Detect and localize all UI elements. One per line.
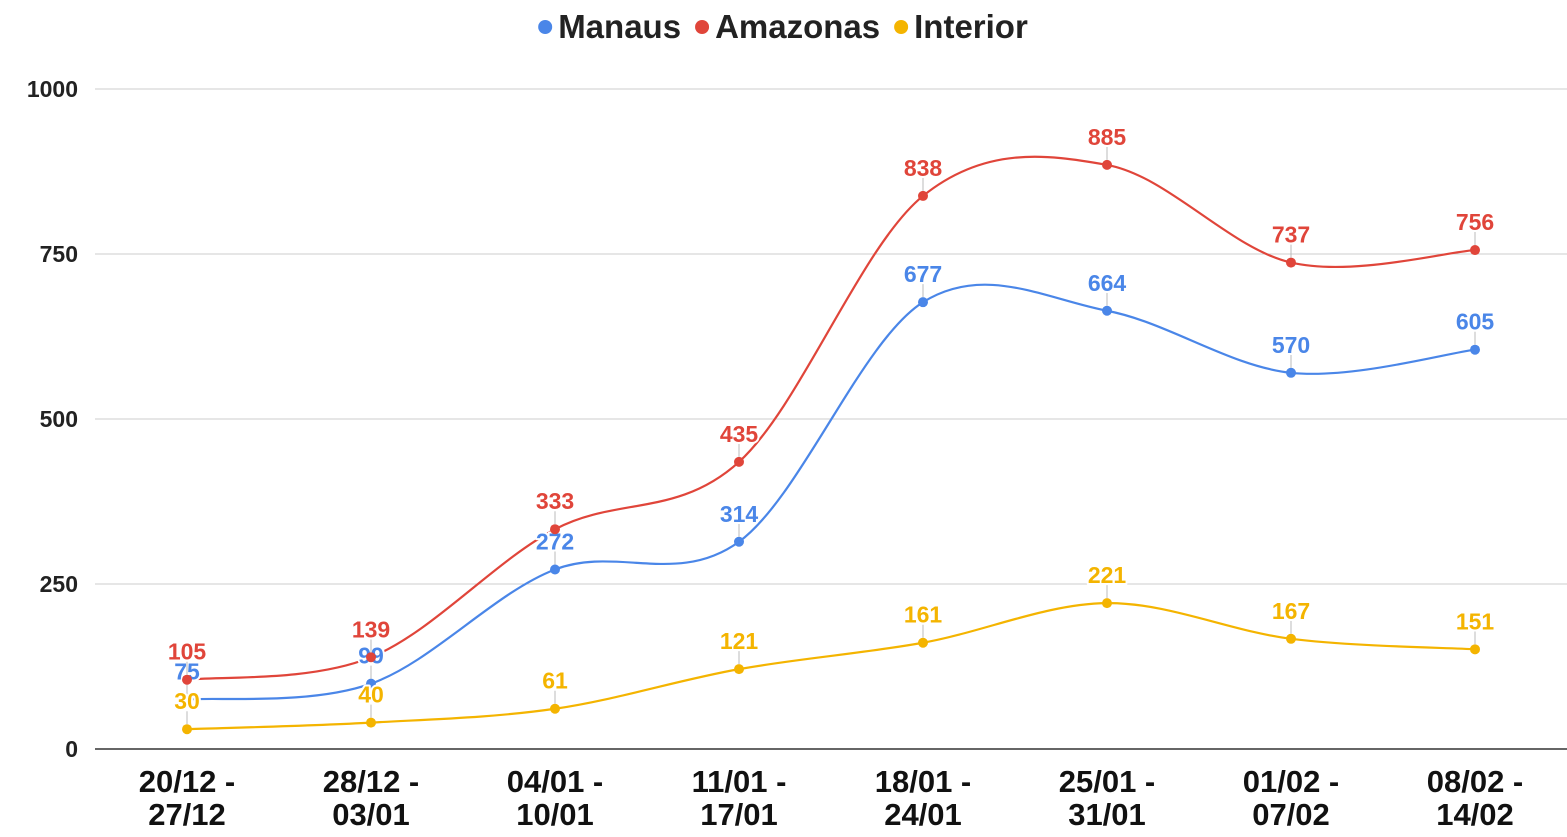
point xyxy=(550,564,560,575)
data-label: 30 xyxy=(174,688,200,714)
data-label: 677 xyxy=(904,261,942,287)
point xyxy=(1286,367,1296,378)
data-label: 139 xyxy=(352,616,390,642)
data-label: 605 xyxy=(1456,309,1495,335)
point xyxy=(1470,344,1480,355)
legend-label: Manaus xyxy=(558,8,681,45)
point xyxy=(366,717,376,728)
data-label: 838 xyxy=(904,155,943,181)
line xyxy=(186,283,1476,701)
point xyxy=(734,536,744,547)
point xyxy=(550,703,560,714)
data-label: 314 xyxy=(720,501,759,527)
point xyxy=(918,297,928,308)
point xyxy=(182,724,192,735)
data-label: 435 xyxy=(720,421,759,447)
data-label: 105 xyxy=(168,639,207,665)
legend: Manaus Amazonas Interior xyxy=(538,8,1028,45)
point xyxy=(1286,633,1296,644)
data-label: 151 xyxy=(1456,608,1495,634)
legend-marker xyxy=(695,20,710,34)
x-tick-label: 11/01 -17/01 xyxy=(692,764,787,832)
point xyxy=(1470,644,1480,655)
x-tick-label: 25/01 -31/01 xyxy=(1059,764,1156,832)
data-label: 40 xyxy=(358,682,384,708)
data-label: 885 xyxy=(1088,124,1127,150)
data-label: 161 xyxy=(904,602,943,628)
point xyxy=(1470,245,1480,256)
point xyxy=(182,674,192,685)
data-label: 121 xyxy=(720,628,759,654)
x-tick-label: 08/02 -14/02 xyxy=(1427,764,1524,832)
x-tick-label: 20/12 -27/12 xyxy=(139,764,236,832)
data-label: 570 xyxy=(1272,332,1310,358)
point xyxy=(550,524,560,535)
point xyxy=(1286,257,1296,268)
data-label: 167 xyxy=(1272,598,1310,624)
point xyxy=(366,678,376,689)
legend-label: Amazonas xyxy=(715,8,880,45)
data-label: 99 xyxy=(358,643,384,669)
line xyxy=(186,602,1476,731)
data-label: 664 xyxy=(1088,270,1127,296)
x-tick-label: 01/02 -07/02 xyxy=(1243,764,1340,832)
x-tick-label: 18/01 -24/01 xyxy=(875,764,972,832)
point xyxy=(918,190,928,201)
data-label: 221 xyxy=(1088,562,1127,588)
y-tick-label: 500 xyxy=(40,406,78,432)
point xyxy=(182,694,192,705)
x-tick-label: 04/01 -10/01 xyxy=(507,764,604,832)
data-label: 61 xyxy=(542,668,568,694)
point xyxy=(1102,305,1112,316)
data-label: 333 xyxy=(536,488,574,514)
legend-marker xyxy=(538,20,553,34)
legend-marker xyxy=(894,20,909,34)
point xyxy=(366,652,376,663)
y-tick-label: 250 xyxy=(40,571,78,597)
y-tick-label: 750 xyxy=(40,241,78,267)
y-tick-label: 0 xyxy=(65,736,78,762)
line xyxy=(186,155,1476,681)
legend-label: Interior xyxy=(914,8,1028,45)
data-label: 737 xyxy=(1272,222,1310,248)
x-tick-label: 28/12 -03/01 xyxy=(323,764,420,832)
point xyxy=(734,664,744,675)
point xyxy=(1102,159,1112,170)
point xyxy=(918,637,928,648)
point xyxy=(1102,598,1112,609)
y-tick-label: 1000 xyxy=(27,76,78,102)
point xyxy=(734,456,744,467)
data-label: 756 xyxy=(1456,209,1494,235)
